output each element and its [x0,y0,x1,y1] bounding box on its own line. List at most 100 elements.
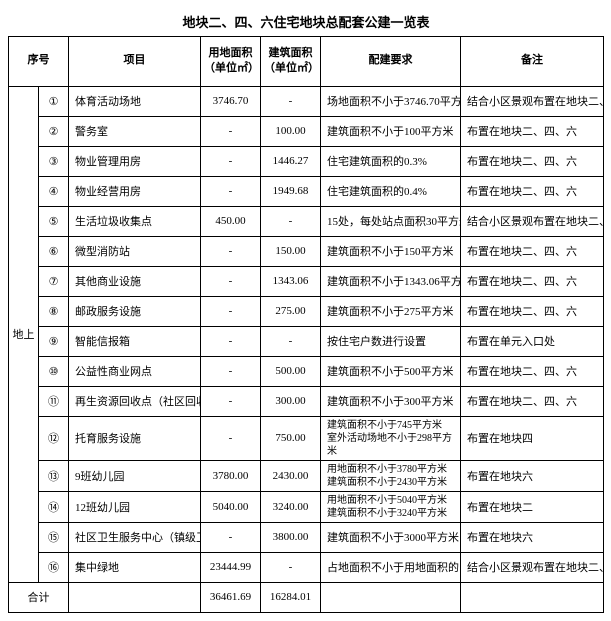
req-cell: 建筑面积不小于1343.06平方米 [321,266,461,296]
name-cell: 警务室 [69,116,201,146]
total-row: 合计 36461.69 16284.01 [9,582,604,612]
note-cell: 布置在地块六 [461,522,604,552]
land-cell: - [201,266,261,296]
req-cell: 用地面积不小于3780平方米建筑面积不小于2430平方米 [321,460,461,491]
land-cell: - [201,326,261,356]
req-cell: 建筑面积不小于745平方米室外活动场地不小于298平方米 [321,416,461,460]
req-cell: 占地面积不小于用地面积的10% [321,552,461,582]
name-cell: 9班幼儿园 [69,460,201,491]
seq-cell: ④ [39,176,69,206]
total-label: 合计 [9,582,69,612]
build-cell: - [261,326,321,356]
table-row: ⑮社区卫生服务中心（镇级卫生院）-3800.00建筑面积不小于3000平方米布置… [9,522,604,552]
table-row: ⑨智能信报箱--按住宅户数进行设置布置在单元入口处 [9,326,604,356]
req-cell: 住宅建筑面积的0.3% [321,146,461,176]
seq-cell: ③ [39,146,69,176]
seq-cell: ⑯ [39,552,69,582]
table-row: ②警务室-100.00建筑面积不小于100平方米布置在地块二、四、六 [9,116,604,146]
note-cell: 布置在地块二、四、六 [461,176,604,206]
build-cell: 100.00 [261,116,321,146]
build-cell: 1446.27 [261,146,321,176]
build-cell: 1949.68 [261,176,321,206]
note-cell: 结合小区景观布置在地块二、四、六 [461,552,604,582]
land-cell: - [201,296,261,326]
col-seq: 序号 [9,36,69,86]
req-cell: 场地面积不小于3746.70平方米 [321,86,461,116]
land-cell: 3746.70 [201,86,261,116]
seq-cell: ① [39,86,69,116]
land-cell: - [201,146,261,176]
note-cell: 布置在地块四 [461,416,604,460]
name-cell: 公益性商业网点 [69,356,201,386]
land-cell: 5040.00 [201,491,261,522]
build-cell: 275.00 [261,296,321,326]
total-build: 16284.01 [261,582,321,612]
note-cell: 布置在地块二、四、六 [461,236,604,266]
req-cell: 建筑面积不小于3000平方米 [321,522,461,552]
seq-cell: ⑩ [39,356,69,386]
req-cell: 建筑面积不小于300平方米 [321,386,461,416]
table-row: ⑭12班幼儿园5040.003240.00用地面积不小于5040平方米建筑面积不… [9,491,604,522]
land-cell: - [201,116,261,146]
table-row: ⑬9班幼儿园3780.002430.00用地面积不小于3780平方米建筑面积不小… [9,460,604,491]
land-cell: 23444.99 [201,552,261,582]
seq-cell: ⑮ [39,522,69,552]
land-cell: 450.00 [201,206,261,236]
total-land: 36461.69 [201,582,261,612]
seq-cell: ⑫ [39,416,69,460]
name-cell: 其他商业设施 [69,266,201,296]
land-cell: 3780.00 [201,460,261,491]
build-cell: - [261,86,321,116]
name-cell: 12班幼儿园 [69,491,201,522]
seq-cell: ⑭ [39,491,69,522]
note-cell: 布置在地块二 [461,491,604,522]
table-row: ⑪再生资源回收点（社区回收站）-300.00建筑面积不小于300平方米布置在地块… [9,386,604,416]
build-cell: - [261,552,321,582]
note-cell: 布置在地块二、四、六 [461,386,604,416]
table-row: ⑯集中绿地23444.99-占地面积不小于用地面积的10%结合小区景观布置在地块… [9,552,604,582]
seq-cell: ⑤ [39,206,69,236]
note-cell: 结合小区景观布置在地块二、四、六 [461,206,604,236]
land-cell: - [201,176,261,206]
table-row: 地上①体育活动场地3746.70-场地面积不小于3746.70平方米结合小区景观… [9,86,604,116]
table-row: ⑤生活垃圾收集点450.00-15处，每处站点面积30平方米结合小区景观布置在地… [9,206,604,236]
build-cell: 3800.00 [261,522,321,552]
land-cell: - [201,236,261,266]
req-cell: 建筑面积不小于500平方米 [321,356,461,386]
req-cell: 建筑面积不小于150平方米 [321,236,461,266]
note-cell: 布置在地块二、四、六 [461,116,604,146]
name-cell: 社区卫生服务中心（镇级卫生院） [69,522,201,552]
req-cell: 住宅建筑面积的0.4% [321,176,461,206]
name-cell: 物业管理用房 [69,146,201,176]
land-cell: - [201,386,261,416]
build-cell: - [261,206,321,236]
col-note: 备注 [461,36,604,86]
note-cell: 布置在单元入口处 [461,326,604,356]
name-cell: 体育活动场地 [69,86,201,116]
req-cell: 15处，每处站点面积30平方米 [321,206,461,236]
note-cell: 布置在地块二、四、六 [461,146,604,176]
land-cell: - [201,522,261,552]
req-cell: 按住宅户数进行设置 [321,326,461,356]
header-row: 序号 项目 用地面积（单位㎡） 建筑面积（单位㎡） 配建要求 备注 [9,36,604,86]
build-cell: 1343.06 [261,266,321,296]
col-project: 项目 [69,36,201,86]
table-row: ⑫托育服务设施-750.00建筑面积不小于745平方米室外活动场地不小于298平… [9,416,604,460]
seq-cell: ② [39,116,69,146]
req-cell: 建筑面积不小于275平方米 [321,296,461,326]
table-row: ⑧邮政服务设施-275.00建筑面积不小于275平方米布置在地块二、四、六 [9,296,604,326]
seq-cell: ⑪ [39,386,69,416]
seq-cell: ⑦ [39,266,69,296]
name-cell: 邮政服务设施 [69,296,201,326]
note-cell: 布置在地块二、四、六 [461,296,604,326]
table-row: ⑩公益性商业网点-500.00建筑面积不小于500平方米布置在地块二、四、六 [9,356,604,386]
side-label: 地上 [9,86,39,582]
col-build: 建筑面积（单位㎡） [261,36,321,86]
req-cell: 建筑面积不小于100平方米 [321,116,461,146]
seq-cell: ⑥ [39,236,69,266]
table-row: ⑦其他商业设施-1343.06建筑面积不小于1343.06平方米布置在地块二、四… [9,266,604,296]
seq-cell: ⑬ [39,460,69,491]
build-cell: 150.00 [261,236,321,266]
build-cell: 300.00 [261,386,321,416]
land-cell: - [201,356,261,386]
